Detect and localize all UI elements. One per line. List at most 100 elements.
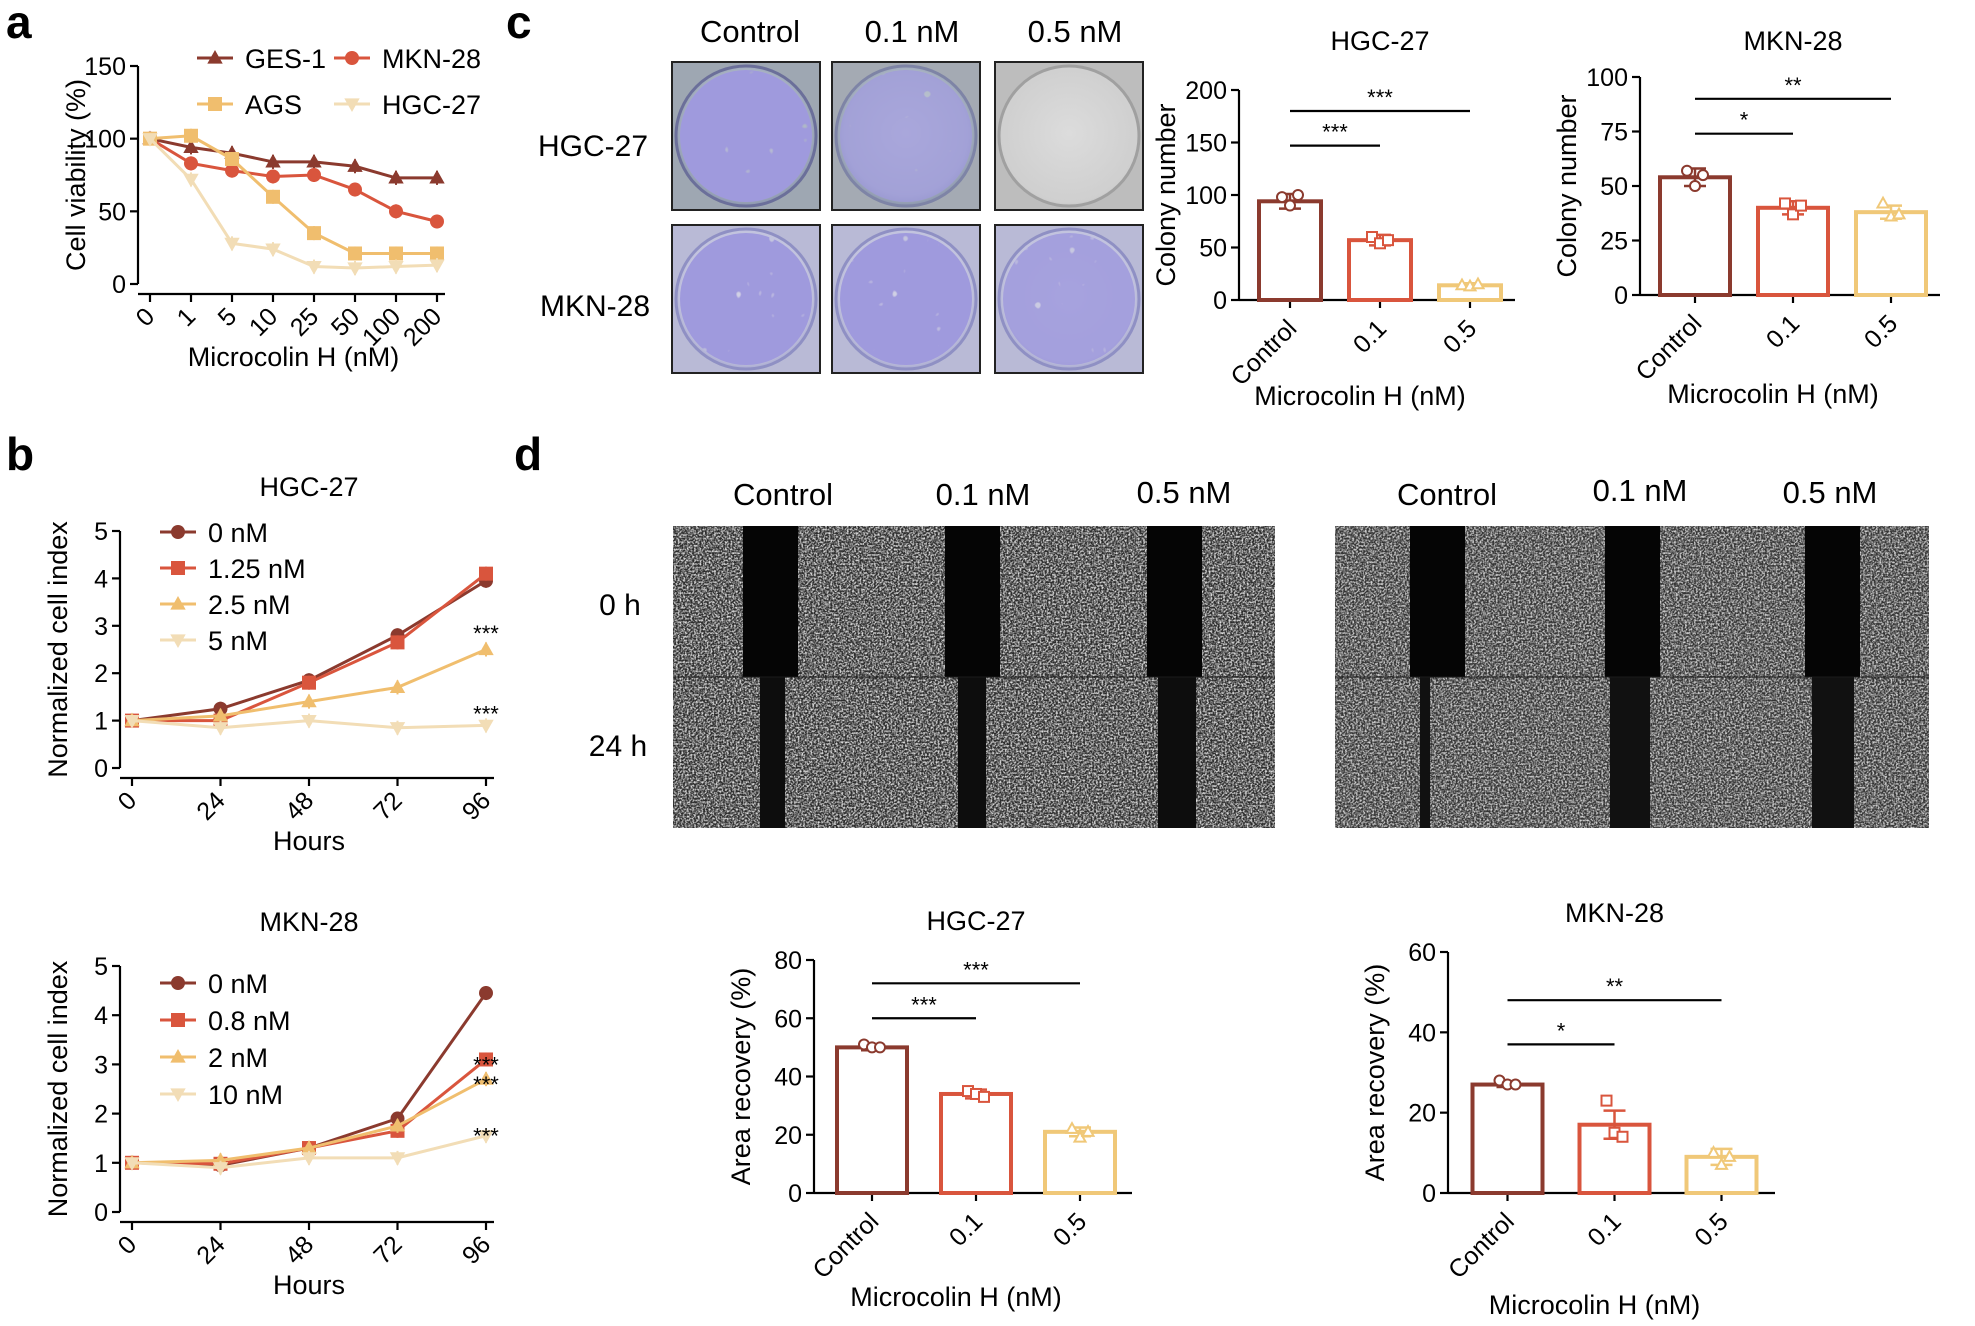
y-tick-label: 50 [1600,173,1628,201]
significance-annotation: *** [473,621,499,646]
y-tick-label: 75 [1600,119,1628,147]
colony-image-grid: Control 0.1 nM 0.5 nM HGC-27 MKN-28 [538,14,1144,374]
data-point [265,243,281,258]
legend-swatch-marker [171,976,185,990]
data-point [124,715,140,729]
y-tick-label: 25 [1600,228,1628,256]
data-point [478,641,494,656]
x-tick-label: 0.5 [1689,1207,1733,1251]
y-tick-label: 1 [94,1150,108,1178]
wound-right-header-0-5: 0.5 nM [1783,475,1878,510]
y-axis-label: Area recovery (%) [726,968,756,1186]
legend-swatch-marker [345,51,359,65]
x-tick-label: 200 [398,302,447,351]
bar [1257,199,1323,302]
x-axis-label: Hours [273,826,345,856]
replicate-point [1875,195,1891,209]
wound-image-grid: Control 0.1 nM 0.5 nM Control 0.1 nM 0.5… [589,473,1929,828]
replicate-point [1600,1094,1613,1107]
y-tick-label: 50 [1199,235,1227,263]
x-tick-label: 24 [191,1230,231,1270]
x-tick-label: 0 [131,302,161,332]
data-point [430,214,444,229]
significance-label: ** [1784,73,1802,98]
y-tick-label: 100 [1185,182,1227,210]
significance-label: *** [1367,85,1393,110]
y-tick-label: 5 [94,953,108,981]
data-point [301,1152,317,1166]
y-tick-label: 20 [1408,1100,1436,1128]
panel-label-a: a [6,0,32,48]
x-tick-label: 48 [280,786,319,825]
wound-row-24h: 24 h [589,730,647,763]
x-tick-label: 0.1 [1761,309,1805,353]
y-axis-label: Colony number [1151,103,1181,286]
panel-label-d: d [514,428,542,480]
legend-swatch-marker [171,525,185,539]
x-tick-label: 0.1 [1348,314,1392,358]
x-tick-label: 0.1 [944,1207,988,1251]
series-line [148,137,438,270]
x-tick-label: 0 [113,786,143,816]
x-axis-label: Microcolin H (nM) [1667,379,1879,409]
replicate-point [1276,191,1288,204]
legend-swatch-marker [171,561,185,575]
legend-entry: AGS [245,90,302,120]
data-point [347,158,363,172]
legend-swatch-marker [171,1013,185,1027]
y-tick-label: 0 [1422,1180,1436,1208]
panel-label-c: c [506,0,532,48]
data-point [389,1152,406,1166]
y-tick-label: 60 [1408,939,1436,967]
chart-b-mkn28-cell-index: 0 1 2 3 4 5 0 24 48 72 96 MKN-28 Hours Normalized cel… [43,907,499,1300]
y-tick-label: 0 [788,1180,802,1208]
y-tick-label: 150 [1185,130,1227,158]
significance-label: *** [963,957,989,982]
colony-dish-mkn28-0-1 [831,224,981,374]
legend-swatch-marker [170,1048,186,1063]
y-tick-label: 5 [94,518,108,546]
y-axis-label: Normalized cell index [43,960,73,1217]
data-point [388,169,404,184]
chart-title: MKN-28 [1565,898,1664,928]
legend-entry: HGC-27 [382,90,481,120]
chart-c-mkn28-colony: 0 25 50 75 100 Control 0.1 0.5 Microcolin H (nM)… [1552,26,1940,409]
x-tick-label: 72 [368,1230,407,1269]
y-tick-label: 80 [774,947,802,975]
data-point [479,986,493,1001]
significance-label: * [1740,108,1749,133]
x-tick-label: 10 [244,302,283,341]
legend-entry: 2 nM [208,1043,268,1073]
replicate-point [1714,1157,1729,1170]
y-tick-label: 1 [94,708,108,736]
data-point [225,152,239,167]
data-point [302,675,316,690]
replicate-point [1689,180,1701,192]
data-point [225,163,239,178]
data-point [478,1130,494,1144]
legend-swatch-marker [208,97,222,111]
replicate-point [1616,1130,1629,1143]
x-tick-label: Control [1443,1207,1520,1284]
replicate-point [1681,164,1693,177]
y-tick-label: 40 [774,1064,802,1092]
colony-dish-hgc27-0-5 [994,61,1144,211]
replicate-point [1284,199,1296,212]
chart-title: MKN-28 [1743,26,1842,56]
legend-entry: 2.5 nM [208,590,291,620]
x-axis-label: Microcolin H (nM) [1489,1290,1701,1320]
bar [835,1045,909,1195]
x-tick-label: Control [1225,314,1302,391]
x-tick-label: 96 [457,786,496,825]
data-point [306,153,322,168]
y-tick-label: 40 [1408,1019,1436,1047]
y-tick-label: 3 [94,613,108,641]
significance-annotation: *** [473,1052,499,1077]
y-tick-label: 0 [112,271,126,299]
replicate-point [978,1090,990,1103]
x-tick-label: 0 [113,1230,143,1260]
x-tick-label: Control [807,1207,884,1284]
data-point [301,715,317,729]
y-tick-label: 3 [94,1051,108,1079]
